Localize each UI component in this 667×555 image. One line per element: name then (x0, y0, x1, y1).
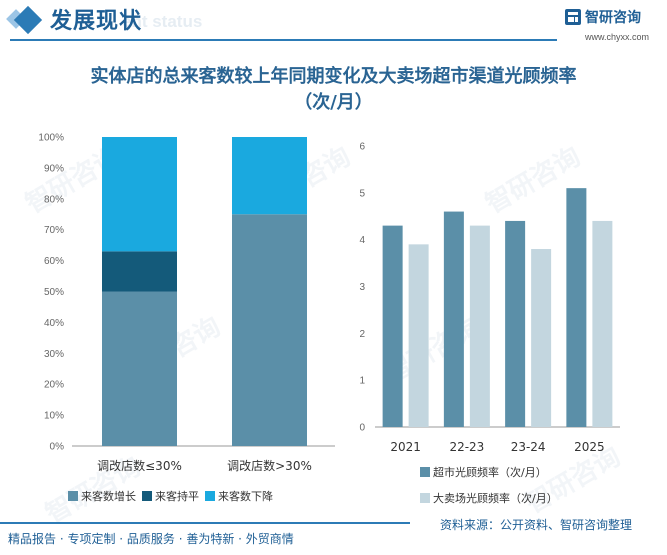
legend-swatch (420, 467, 430, 477)
y-tick-label: 70% (44, 225, 64, 236)
legend-item: 超市光顾频率（次/月） (420, 464, 558, 480)
x-category-label: 2025 (574, 440, 605, 454)
page-title: 发展现状 (50, 9, 143, 34)
y-tick-label: 3 (359, 282, 365, 293)
legend-item: 来客数下降 (205, 488, 273, 504)
bar (505, 220, 526, 427)
y-tick-label: 20% (44, 380, 64, 391)
bar (531, 249, 552, 427)
x-category-label: 23-24 (511, 440, 546, 454)
x-category-label: 2021 (390, 440, 421, 454)
logo-text: 智研咨询 (585, 10, 641, 26)
legend-label: 来客数下降 (218, 490, 273, 503)
legend-item: 来客持平 (142, 488, 199, 504)
brand-logo: 智研咨询 www.chyxx.com (563, 6, 663, 46)
y-tick-label: 6 (359, 142, 365, 153)
footer-divider (0, 522, 410, 524)
y-tick-label: 40% (44, 318, 64, 329)
bar (443, 211, 464, 427)
y-tick-label: 5 (359, 188, 365, 199)
y-tick-label: 0% (50, 442, 65, 453)
x-category-label: 调改店数≤30% (97, 458, 182, 473)
y-tick-label: 2 (359, 329, 365, 340)
legend-item: 大卖场光顾频率（次/月） (420, 490, 558, 506)
x-category-label: 22-23 (449, 440, 484, 454)
footer-source: 资料来源：公开资料、智研咨询整理 (440, 518, 633, 532)
legend-label: 来客数增长 (81, 490, 136, 503)
bar (469, 225, 490, 427)
legend-label: 超市光顾频率（次/月） (433, 466, 547, 479)
bar (382, 225, 403, 427)
bar (592, 220, 613, 427)
chart-title-line1: 实体店的总来客数较上年同期变化及大卖场超市渠道光顾频率 (90, 66, 577, 87)
legend-label: 大卖场光顾频率（次/月） (433, 492, 558, 505)
footer-services: 精品报告 · 专项定制 · 品质服务 · 善为特新 · 外贸商情 (8, 532, 294, 546)
logo-icon (565, 9, 581, 25)
header-divider (10, 39, 557, 41)
left-chart-legend: 来客数增长 来客持平 来客数下降 (68, 488, 279, 504)
bar-segment (232, 137, 307, 215)
y-tick-label: 1 (359, 376, 365, 387)
legend-swatch (68, 491, 78, 501)
legend-swatch (420, 493, 430, 503)
legend-swatch (142, 491, 152, 501)
logo-url: www.chyxx.com (585, 32, 650, 42)
chart-title-line2: （次/月） (294, 92, 373, 113)
y-tick-label: 100% (38, 133, 64, 144)
y-tick-label: 10% (44, 411, 64, 422)
y-tick-label: 50% (44, 287, 64, 298)
y-tick-label: 30% (44, 349, 64, 360)
bar-segment (102, 291, 177, 446)
bar (408, 244, 429, 427)
legend-swatch (205, 491, 215, 501)
page-header: ent status 发展现状 智研咨询 www.chyxx.com (0, 0, 667, 46)
y-tick-label: 90% (44, 163, 64, 174)
bar-segment (102, 251, 177, 292)
y-tick-label: 4 (359, 235, 365, 246)
header-ghost-text: ent status (122, 12, 203, 31)
y-tick-label: 80% (44, 194, 64, 205)
legend-label: 来客持平 (155, 490, 199, 503)
bar-segment (102, 137, 177, 252)
chart-title: 实体店的总来客数较上年同期变化及大卖场超市渠道光顾频率 （次/月） (20, 64, 647, 116)
right-chart-legend: 超市光顾频率（次/月） 大卖场光顾频率（次/月） (420, 464, 558, 516)
y-tick-label: 60% (44, 256, 64, 267)
bar-segment (232, 214, 307, 446)
y-tick-label: 0 (359, 423, 365, 434)
x-category-label: 调改店数>30% (227, 458, 312, 473)
bar (566, 188, 587, 427)
legend-item: 来客数增长 (68, 488, 136, 504)
